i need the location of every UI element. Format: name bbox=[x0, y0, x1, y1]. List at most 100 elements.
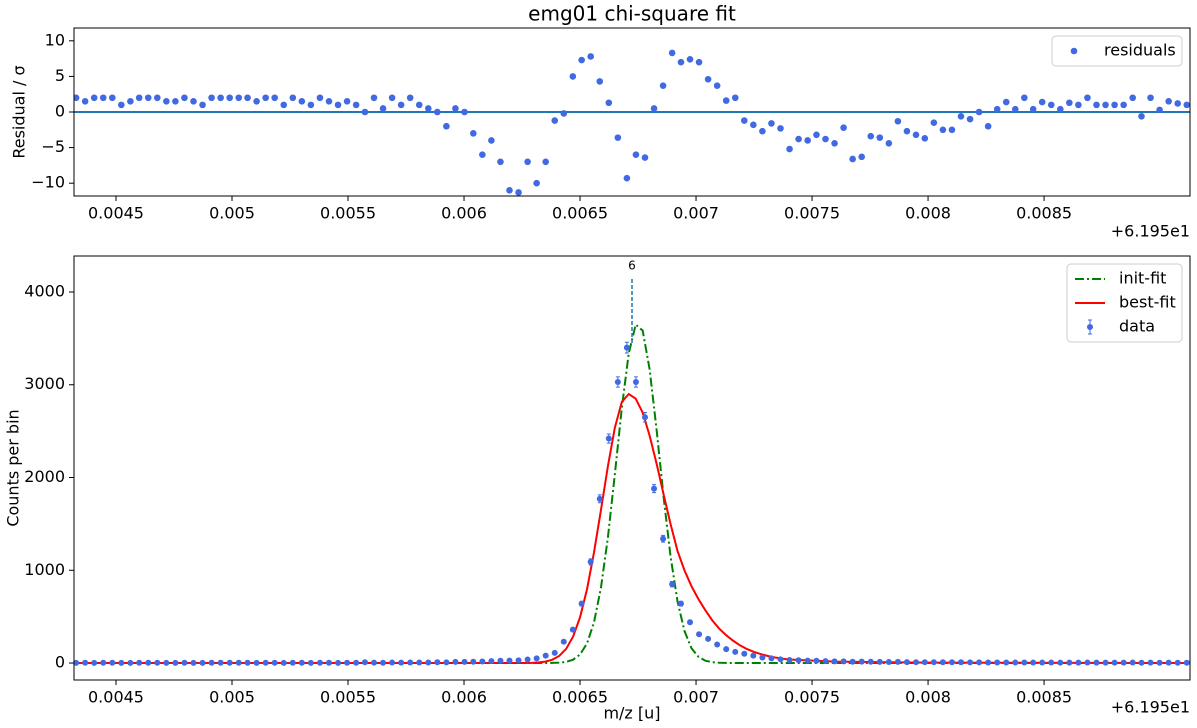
x-tick-label: 0.008 bbox=[905, 688, 951, 707]
residual-point bbox=[307, 101, 315, 109]
residual-point bbox=[388, 94, 396, 102]
x-tick-label: 0.0075 bbox=[784, 688, 840, 707]
residual-point bbox=[289, 94, 297, 102]
data-point bbox=[217, 659, 224, 666]
data-point bbox=[1120, 659, 1127, 666]
data-point bbox=[1183, 659, 1190, 666]
data-point bbox=[705, 635, 712, 642]
data-point bbox=[551, 649, 558, 656]
fit-curve bbox=[74, 392, 1190, 665]
y-tick-label: −10 bbox=[31, 173, 65, 192]
data-point bbox=[921, 659, 928, 666]
plot-area bbox=[74, 322, 1190, 666]
data-point bbox=[578, 600, 585, 607]
data-point bbox=[614, 378, 621, 385]
residual-point bbox=[181, 94, 188, 102]
residual-point bbox=[659, 82, 667, 89]
data-point bbox=[271, 659, 278, 666]
residual-point bbox=[199, 101, 206, 109]
data-point bbox=[967, 659, 974, 666]
residual-point bbox=[704, 75, 712, 83]
y-tick-label: 1000 bbox=[24, 560, 65, 579]
data-point bbox=[127, 659, 134, 666]
data-point bbox=[1156, 659, 1163, 666]
residual-point bbox=[1111, 101, 1118, 109]
residual-point bbox=[406, 94, 414, 102]
data-point bbox=[714, 641, 721, 648]
residual-point bbox=[108, 94, 116, 102]
data-point bbox=[1030, 659, 1037, 666]
data-point bbox=[876, 658, 883, 665]
legend-label: best-fit bbox=[1119, 293, 1176, 312]
fit-curve bbox=[74, 322, 1190, 665]
x-tick-label: 0.005 bbox=[209, 688, 255, 707]
legend-marker bbox=[1087, 324, 1093, 330]
x-tick-label: 0.0065 bbox=[552, 204, 608, 223]
residual-point bbox=[1102, 101, 1109, 109]
data-point bbox=[208, 659, 215, 666]
residual-point bbox=[172, 98, 179, 105]
data-point bbox=[226, 659, 233, 666]
residual-point bbox=[452, 105, 459, 112]
x-tick-label: 0.0055 bbox=[320, 688, 376, 707]
data-point bbox=[470, 658, 477, 665]
data-point bbox=[623, 344, 630, 351]
residual-point bbox=[1120, 101, 1127, 109]
residual-point bbox=[822, 135, 829, 143]
residual-point bbox=[244, 94, 251, 102]
residual-point bbox=[99, 94, 107, 102]
data-point bbox=[632, 378, 639, 385]
residual-point bbox=[795, 135, 802, 143]
data-point bbox=[280, 659, 287, 666]
legend-marker bbox=[1070, 47, 1078, 55]
x-tick-label: 0.007 bbox=[673, 204, 719, 223]
y-tick-label: −5 bbox=[41, 137, 65, 156]
residual-point bbox=[786, 145, 793, 153]
data-point bbox=[912, 659, 919, 666]
data-point bbox=[335, 659, 342, 666]
data-point bbox=[677, 600, 684, 607]
legend-box bbox=[1051, 35, 1183, 67]
residual-point bbox=[605, 99, 613, 107]
data-point bbox=[244, 659, 251, 666]
residual-point bbox=[1057, 105, 1064, 113]
annotation-label: 6 bbox=[628, 259, 636, 273]
residual-point bbox=[858, 153, 865, 161]
x-tick-label: 0.006 bbox=[441, 204, 487, 223]
residual-point bbox=[1029, 105, 1037, 113]
residual-point bbox=[975, 108, 983, 116]
data-point bbox=[398, 659, 405, 666]
data-point bbox=[641, 414, 648, 421]
data-point bbox=[181, 659, 188, 666]
residual-point bbox=[271, 94, 278, 102]
residual-point bbox=[695, 58, 703, 66]
residual-point bbox=[930, 119, 938, 126]
data-point bbox=[560, 638, 567, 645]
residual-point bbox=[768, 120, 775, 127]
data-point bbox=[786, 657, 793, 664]
data-point bbox=[316, 659, 323, 666]
legend-label: residuals bbox=[1104, 41, 1176, 60]
data-point bbox=[687, 619, 694, 626]
residual-point bbox=[939, 126, 947, 134]
x-tick-label: 0.0055 bbox=[320, 204, 376, 223]
residual-point bbox=[262, 94, 269, 102]
data-point bbox=[660, 535, 667, 542]
data-point bbox=[542, 652, 549, 659]
data-point bbox=[605, 435, 612, 442]
residual-point bbox=[343, 98, 351, 105]
axes-frame bbox=[73, 255, 1191, 681]
data-point bbox=[479, 658, 486, 665]
data-point bbox=[858, 658, 865, 665]
residual-point bbox=[1093, 101, 1100, 109]
data-point bbox=[939, 659, 946, 666]
residual-point bbox=[397, 101, 405, 109]
data-point bbox=[488, 658, 495, 665]
data-point bbox=[840, 658, 847, 665]
data-point bbox=[723, 646, 730, 653]
data-point bbox=[497, 657, 504, 664]
data-point bbox=[416, 659, 423, 666]
residual-point bbox=[90, 94, 98, 102]
residual-point bbox=[1075, 101, 1082, 109]
x-offset-label: +6.195e1 bbox=[1111, 698, 1190, 717]
